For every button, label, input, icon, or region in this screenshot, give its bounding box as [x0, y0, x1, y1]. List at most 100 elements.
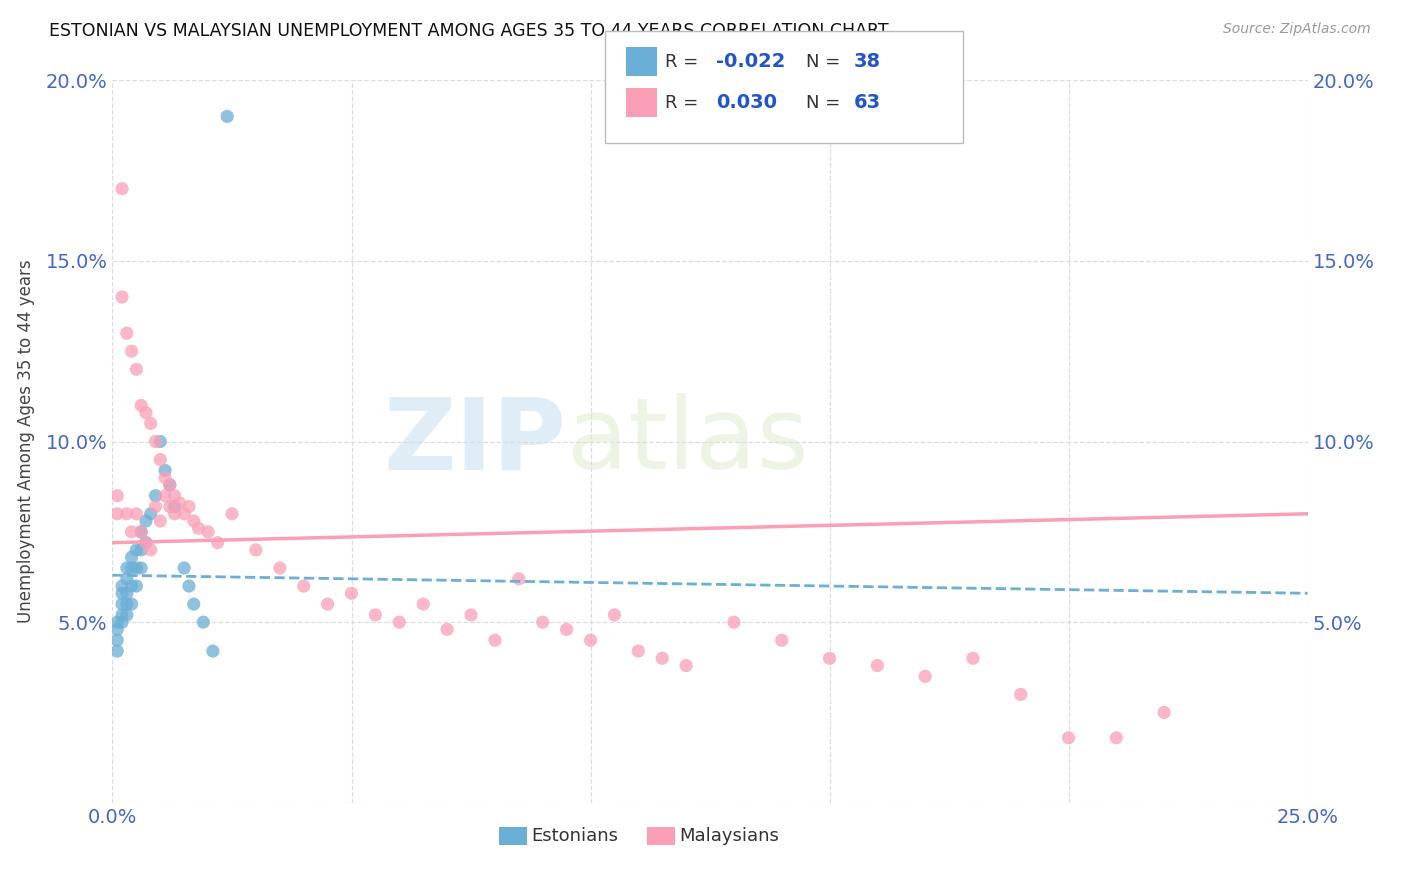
Text: -0.022: -0.022: [716, 52, 785, 71]
Point: [129, 524, 152, 539]
Point: [163, 500, 186, 514]
Point: [412, 597, 434, 611]
Text: ZIP: ZIP: [384, 393, 567, 490]
Point: [105, 633, 128, 648]
Text: 0.030: 0.030: [716, 93, 776, 112]
Point: [111, 586, 134, 600]
Point: [139, 542, 162, 557]
Point: [1105, 731, 1128, 745]
Point: [115, 586, 138, 600]
Point: [135, 535, 157, 549]
Point: [135, 535, 157, 549]
Text: N =: N =: [806, 53, 845, 70]
Point: [145, 434, 167, 449]
Point: [105, 507, 128, 521]
Point: [121, 561, 143, 575]
Point: [125, 542, 148, 557]
Point: [115, 607, 138, 622]
Point: [115, 507, 138, 521]
Point: [173, 561, 195, 575]
Point: [125, 561, 148, 575]
Text: 63: 63: [853, 93, 880, 112]
Point: [221, 507, 243, 521]
Point: [111, 182, 134, 196]
Text: R =: R =: [665, 94, 704, 112]
Point: [139, 507, 162, 521]
Point: [484, 633, 506, 648]
Point: [129, 542, 152, 557]
Point: [121, 597, 143, 611]
Point: [651, 651, 673, 665]
Point: [153, 463, 176, 477]
Text: 38: 38: [853, 52, 880, 71]
Point: [177, 579, 200, 593]
Text: ESTONIAN VS MALAYSIAN UNEMPLOYMENT AMONG AGES 35 TO 44 YEARS CORRELATION CHART: ESTONIAN VS MALAYSIAN UNEMPLOYMENT AMONG…: [49, 22, 889, 40]
Text: Source: ZipAtlas.com: Source: ZipAtlas.com: [1223, 22, 1371, 37]
Point: [579, 633, 602, 648]
Point: [121, 344, 143, 359]
Point: [207, 535, 229, 549]
Point: [105, 623, 128, 637]
Point: [197, 524, 219, 539]
Point: [121, 524, 143, 539]
Point: [129, 561, 152, 575]
Point: [145, 500, 167, 514]
Point: [115, 572, 138, 586]
Point: [111, 290, 134, 304]
Point: [364, 607, 387, 622]
Point: [603, 607, 626, 622]
Point: [169, 496, 191, 510]
Point: [183, 597, 205, 611]
Point: [159, 478, 181, 492]
Point: [866, 658, 889, 673]
Point: [217, 109, 239, 123]
Text: R =: R =: [665, 53, 704, 70]
Point: [245, 542, 267, 557]
Point: [111, 607, 134, 622]
Point: [115, 326, 138, 340]
Point: [460, 607, 482, 622]
Point: [555, 623, 578, 637]
Point: [962, 651, 984, 665]
Point: [159, 500, 181, 514]
Point: [627, 644, 650, 658]
Text: N =: N =: [806, 94, 845, 112]
Point: [105, 489, 128, 503]
Point: [111, 597, 134, 611]
Point: [340, 586, 363, 600]
Point: [675, 658, 697, 673]
Point: [388, 615, 411, 630]
Point: [145, 489, 167, 503]
Point: [173, 507, 195, 521]
Point: [316, 597, 339, 611]
Point: [129, 524, 152, 539]
Point: [153, 489, 176, 503]
Point: [121, 579, 143, 593]
Point: [531, 615, 554, 630]
Point: [129, 398, 152, 412]
Point: [135, 514, 157, 528]
Point: [115, 597, 138, 611]
Point: [187, 521, 209, 535]
Point: [153, 471, 176, 485]
Text: Estonians: Estonians: [531, 827, 619, 845]
Point: [201, 644, 224, 658]
Point: [125, 579, 148, 593]
Text: Malaysians: Malaysians: [679, 827, 779, 845]
Point: [115, 561, 138, 575]
Point: [159, 478, 181, 492]
Y-axis label: Unemployment Among Ages 35 to 44 years: Unemployment Among Ages 35 to 44 years: [17, 260, 35, 624]
Point: [914, 669, 936, 683]
Point: [770, 633, 793, 648]
Point: [1057, 731, 1080, 745]
Point: [139, 417, 162, 431]
Point: [163, 489, 186, 503]
Point: [125, 362, 148, 376]
Point: [818, 651, 841, 665]
Point: [1010, 687, 1032, 701]
Text: atlas: atlas: [567, 393, 808, 490]
Point: [135, 406, 157, 420]
Point: [177, 500, 200, 514]
Point: [193, 615, 215, 630]
Point: [149, 452, 172, 467]
